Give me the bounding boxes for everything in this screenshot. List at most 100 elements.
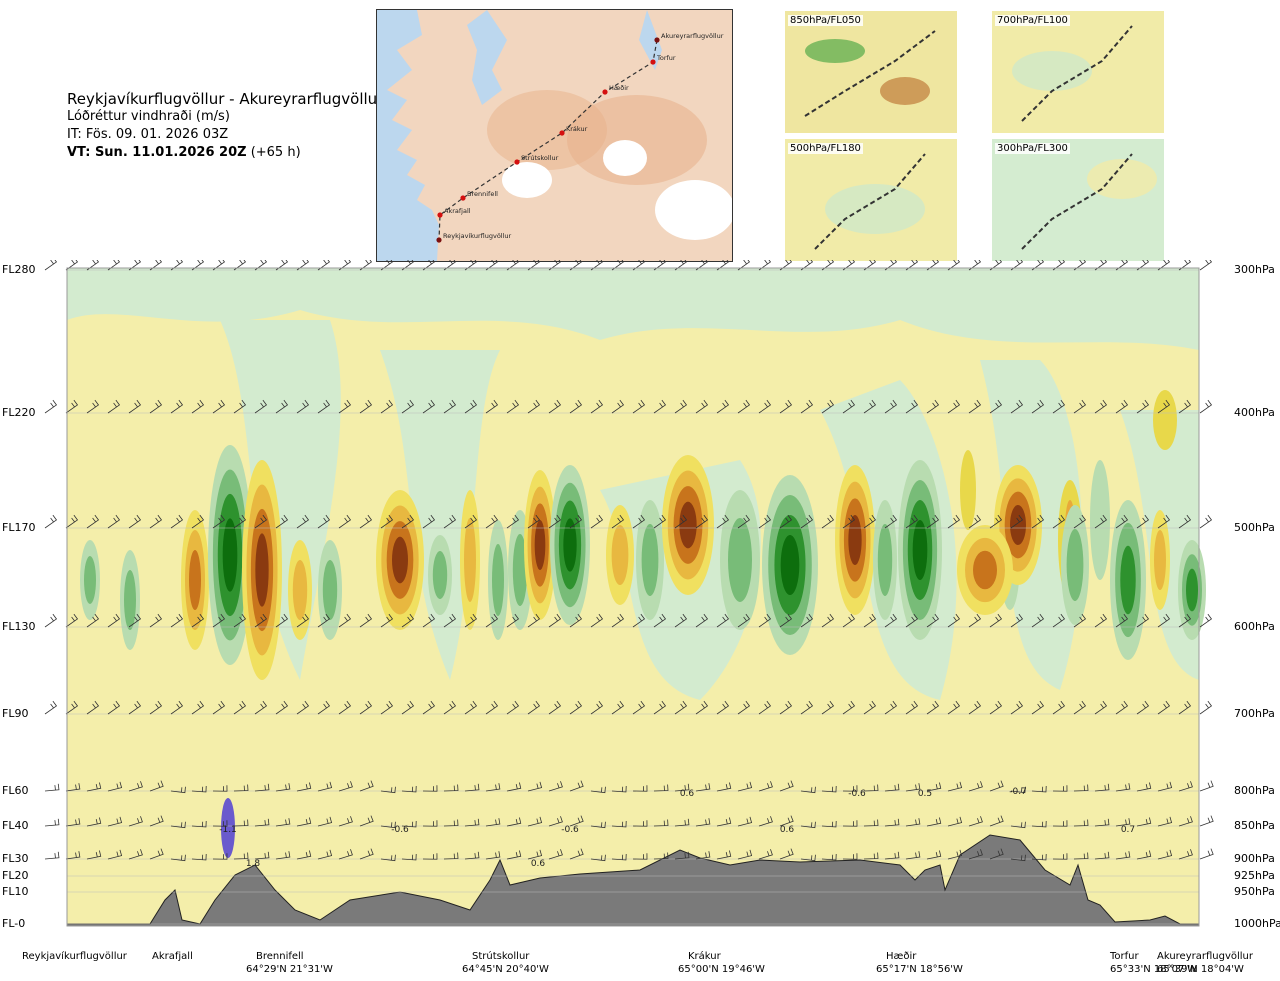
wind-barb [191,399,205,414]
thumbnail-850[interactable]: 850hPa/FL050 [785,11,957,133]
wind-barb [443,819,459,827]
pressure-level-label: 300hPa [1234,263,1275,276]
waypoint-name: Hæðir [886,951,917,962]
waypoint-label: Krákur 65°00'N 19°46'W [678,950,765,976]
wind-barb [44,818,60,827]
wind-barb [611,700,625,715]
sinking-cell [1120,545,1136,615]
wind-barb [821,260,835,271]
wind-barb [65,399,79,414]
wind-barb [947,700,961,715]
wind-barb [380,613,394,628]
wind-barb [548,781,563,792]
wind-barb [674,399,688,414]
wind-barb [1178,514,1192,529]
wind-barb [359,780,374,792]
wind-barb [254,260,268,271]
pressure-level-label: 900hPa [1234,852,1275,865]
wind-barb [1031,260,1045,271]
thumbnail-500[interactable]: 500hPa/FL180 [785,139,957,261]
wind-barb [275,613,289,628]
wind-barb [779,780,794,792]
wind-barb [1115,260,1129,271]
flight-level-label: FL10 [2,885,29,898]
wind-barb [149,399,163,414]
wind-barb [338,514,352,529]
wind-barb [233,852,249,860]
waypoint-label: Brennifell 64°29'N 21°31'W [246,950,333,976]
waypoint-label: Strútskollur 64°45'N 20°40'W [462,950,549,976]
wind-barb [1199,700,1213,715]
wind-barb [737,816,753,827]
terrain-profile [66,834,1200,927]
wind-barb [191,785,207,793]
wind-barb [359,815,374,827]
flight-level-label: FL40 [2,819,29,832]
wind-barb [695,783,711,792]
wind-barb [359,700,373,715]
wind-barb [947,613,961,628]
wind-barb [695,851,711,860]
wind-barb [506,850,522,860]
wind-barb [359,399,373,414]
rising-cell [292,560,308,620]
wind-barb [107,613,121,628]
wind-barb [653,819,669,827]
wind-barb [695,260,709,271]
wind-barb [842,785,858,792]
wind-barb [674,613,688,628]
wind-barb [863,784,879,792]
sinking-cell [877,524,893,596]
thumbnail-700[interactable]: 700hPa/FL100 [992,11,1164,133]
wind-barb [506,399,520,414]
wind-barb [359,848,374,860]
wind-barb [947,514,961,529]
wind-barb [1199,260,1213,271]
wind-barb [317,816,333,827]
waypoint-coord: 65°39'N 18°04'W [1157,964,1244,975]
extrema-label: 1.8 [246,859,261,869]
wind-barb [296,700,310,715]
wind-barb [527,781,543,792]
wind-barb [569,780,584,792]
wind-barb [44,514,58,529]
wind-barb [275,399,289,414]
wind-barb [233,700,247,715]
wind-barb [317,781,333,792]
extrema-label: 0.5 [918,789,932,799]
wind-barb [527,514,541,529]
wind-barb [464,851,480,860]
wind-barb [863,852,879,860]
wind-barb [128,613,142,628]
wind-barb [737,700,751,715]
wind-barb [44,851,60,860]
wind-barb [401,399,415,414]
wind-barb [401,700,415,715]
wind-barb [1052,260,1066,271]
wind-barb [863,613,877,628]
wind-barb [1115,514,1129,529]
wind-barb [653,852,669,860]
wind-barb [1157,260,1171,271]
map-waypoint-marker [514,159,520,165]
wind-barb [422,514,436,529]
extrema-label: -0.6 [391,825,409,835]
flight-level-label: FL220 [2,406,36,419]
wind-barb [905,514,919,529]
wind-barb [1094,613,1108,628]
wind-barb [86,399,100,414]
wind-barb [464,399,478,414]
wind-barb [359,260,373,271]
wind-barb [485,514,499,529]
wind-barb [1010,786,1026,794]
wind-barb [443,260,457,271]
sinking-cell [512,534,528,606]
extrema-label: 0.7 [1121,825,1135,835]
wind-barb [989,514,1003,529]
wind-barb [569,399,583,414]
wind-barb [401,785,417,793]
wind-barb [548,849,563,860]
wind-barb [65,851,81,860]
thumbnail-300[interactable]: 300hPa/FL300 [992,139,1164,261]
wind-barb [926,260,940,271]
